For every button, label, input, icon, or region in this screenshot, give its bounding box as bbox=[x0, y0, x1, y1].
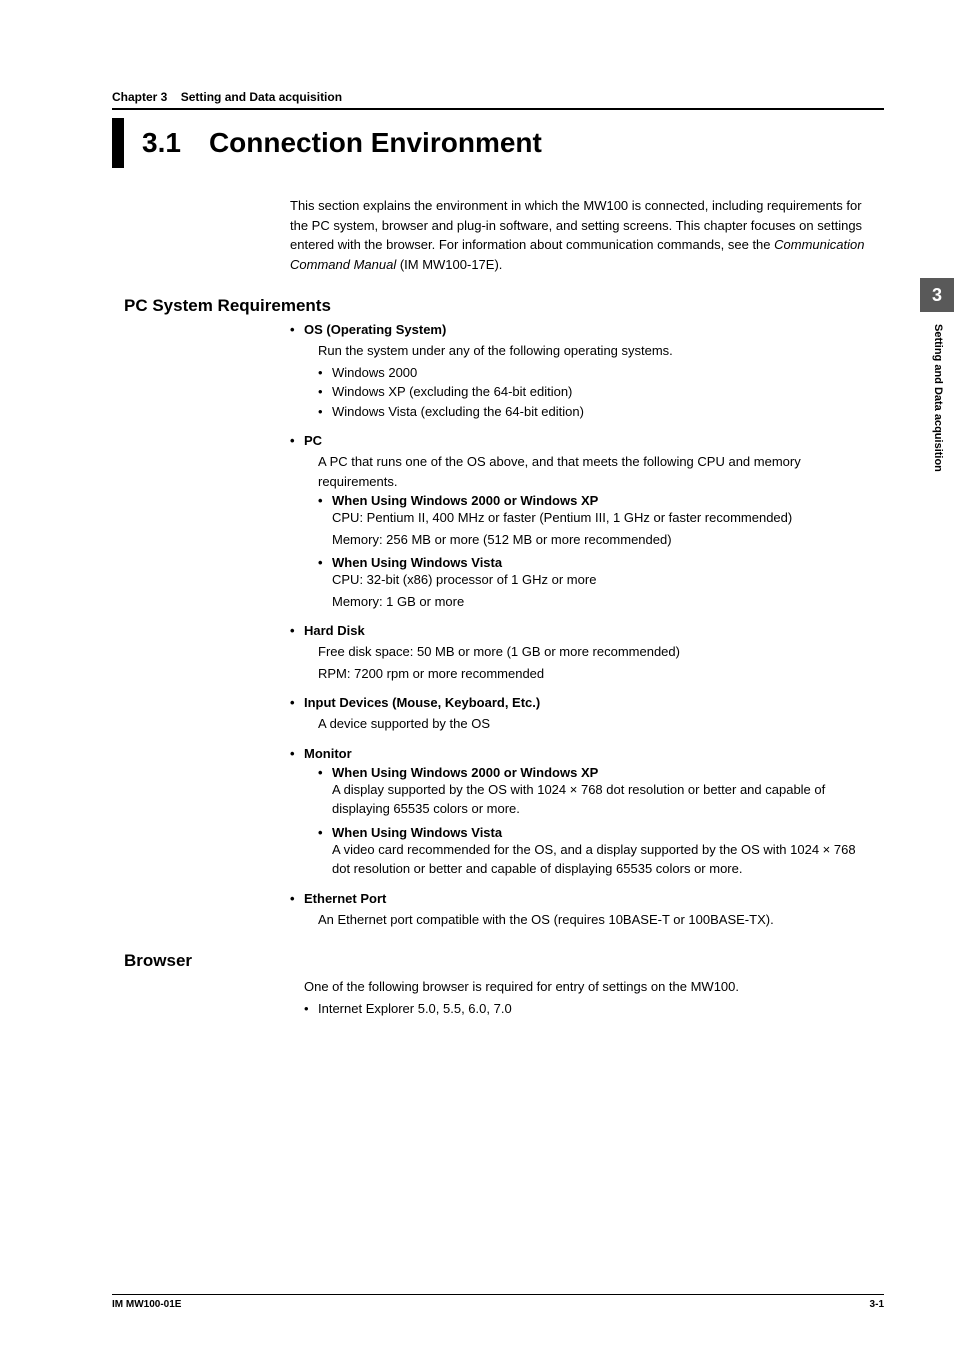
pc-vista-heading: When Using Windows Vista bbox=[332, 555, 874, 570]
browser-item: Internet Explorer 5.0, 5.5, 6.0, 7.0 bbox=[304, 999, 874, 1019]
browser-list: Internet Explorer 5.0, 5.5, 6.0, 7.0 bbox=[304, 999, 874, 1019]
browser-content: One of the following browser is required… bbox=[304, 977, 874, 1018]
pc-desc: A PC that runs one of the OS above, and … bbox=[318, 452, 874, 491]
page-footer: IM MW100-01E 3-1 bbox=[112, 1294, 884, 1310]
monitor-w2k-heading: When Using Windows 2000 or Windows XP bbox=[332, 765, 874, 780]
os-item: Windows XP (excluding the 64-bit edition… bbox=[318, 382, 874, 402]
hdd-heading: Hard Disk bbox=[304, 623, 874, 638]
section-number: 3.1 bbox=[142, 127, 181, 159]
hdd-space: Free disk space: 50 MB or more (1 GB or … bbox=[318, 642, 874, 662]
side-tab: 3 bbox=[920, 278, 954, 312]
chapter-label: Chapter 3 bbox=[112, 90, 167, 104]
browser-desc: One of the following browser is required… bbox=[304, 977, 874, 997]
pc-heading: PC bbox=[304, 433, 874, 448]
pc-w2k-cpu: CPU: Pentium II, 400 MHz or faster (Pent… bbox=[332, 508, 874, 528]
ethernet-heading: Ethernet Port bbox=[304, 891, 874, 906]
pc-w2k-heading: When Using Windows 2000 or Windows XP bbox=[332, 493, 874, 508]
intro-paragraph: This section explains the environment in… bbox=[290, 196, 874, 274]
pc-w2k-mem: Memory: 256 MB or more (512 MB or more r… bbox=[332, 530, 874, 550]
pc-vista-mem: Memory: 1 GB or more bbox=[332, 592, 874, 612]
pc-requirements-content: OS (Operating System) Run the system und… bbox=[304, 322, 874, 929]
footer-right: 3-1 bbox=[870, 1299, 884, 1310]
browser-heading: Browser bbox=[124, 951, 884, 971]
chapter-header: Chapter 3 Setting and Data acquisition bbox=[112, 90, 884, 104]
header-rule bbox=[112, 108, 884, 110]
input-heading: Input Devices (Mouse, Keyboard, Etc.) bbox=[304, 695, 874, 710]
os-item: Windows Vista (excluding the 64-bit edit… bbox=[318, 402, 874, 422]
monitor-heading: Monitor bbox=[304, 746, 874, 761]
os-heading: OS (Operating System) bbox=[304, 322, 874, 337]
side-label: Setting and Data acquisition bbox=[920, 322, 954, 522]
chapter-title: Setting and Data acquisition bbox=[181, 90, 342, 104]
monitor-w2k-desc: A display supported by the OS with 1024 … bbox=[332, 780, 874, 819]
intro-text-b: (IM MW100-17E). bbox=[396, 257, 502, 272]
hdd-rpm: RPM: 7200 rpm or more recommended bbox=[318, 664, 874, 684]
os-desc: Run the system under any of the followin… bbox=[318, 341, 874, 361]
section-title: Connection Environment bbox=[209, 127, 542, 159]
os-item: Windows 2000 bbox=[318, 363, 874, 383]
section-title-row: 3.1 Connection Environment bbox=[112, 118, 884, 168]
side-tab-number: 3 bbox=[932, 285, 942, 306]
input-desc: A device supported by the OS bbox=[318, 714, 874, 734]
ethernet-desc: An Ethernet port compatible with the OS … bbox=[318, 910, 874, 930]
os-list: Windows 2000 Windows XP (excluding the 6… bbox=[318, 363, 874, 422]
pc-requirements-heading: PC System Requirements bbox=[124, 296, 884, 316]
monitor-vista-desc: A video card recommended for the OS, and… bbox=[332, 840, 874, 879]
title-marker bbox=[112, 118, 124, 168]
footer-left: IM MW100-01E bbox=[112, 1299, 181, 1310]
pc-vista-cpu: CPU: 32-bit (x86) processor of 1 GHz or … bbox=[332, 570, 874, 590]
monitor-vista-heading: When Using Windows Vista bbox=[332, 825, 874, 840]
